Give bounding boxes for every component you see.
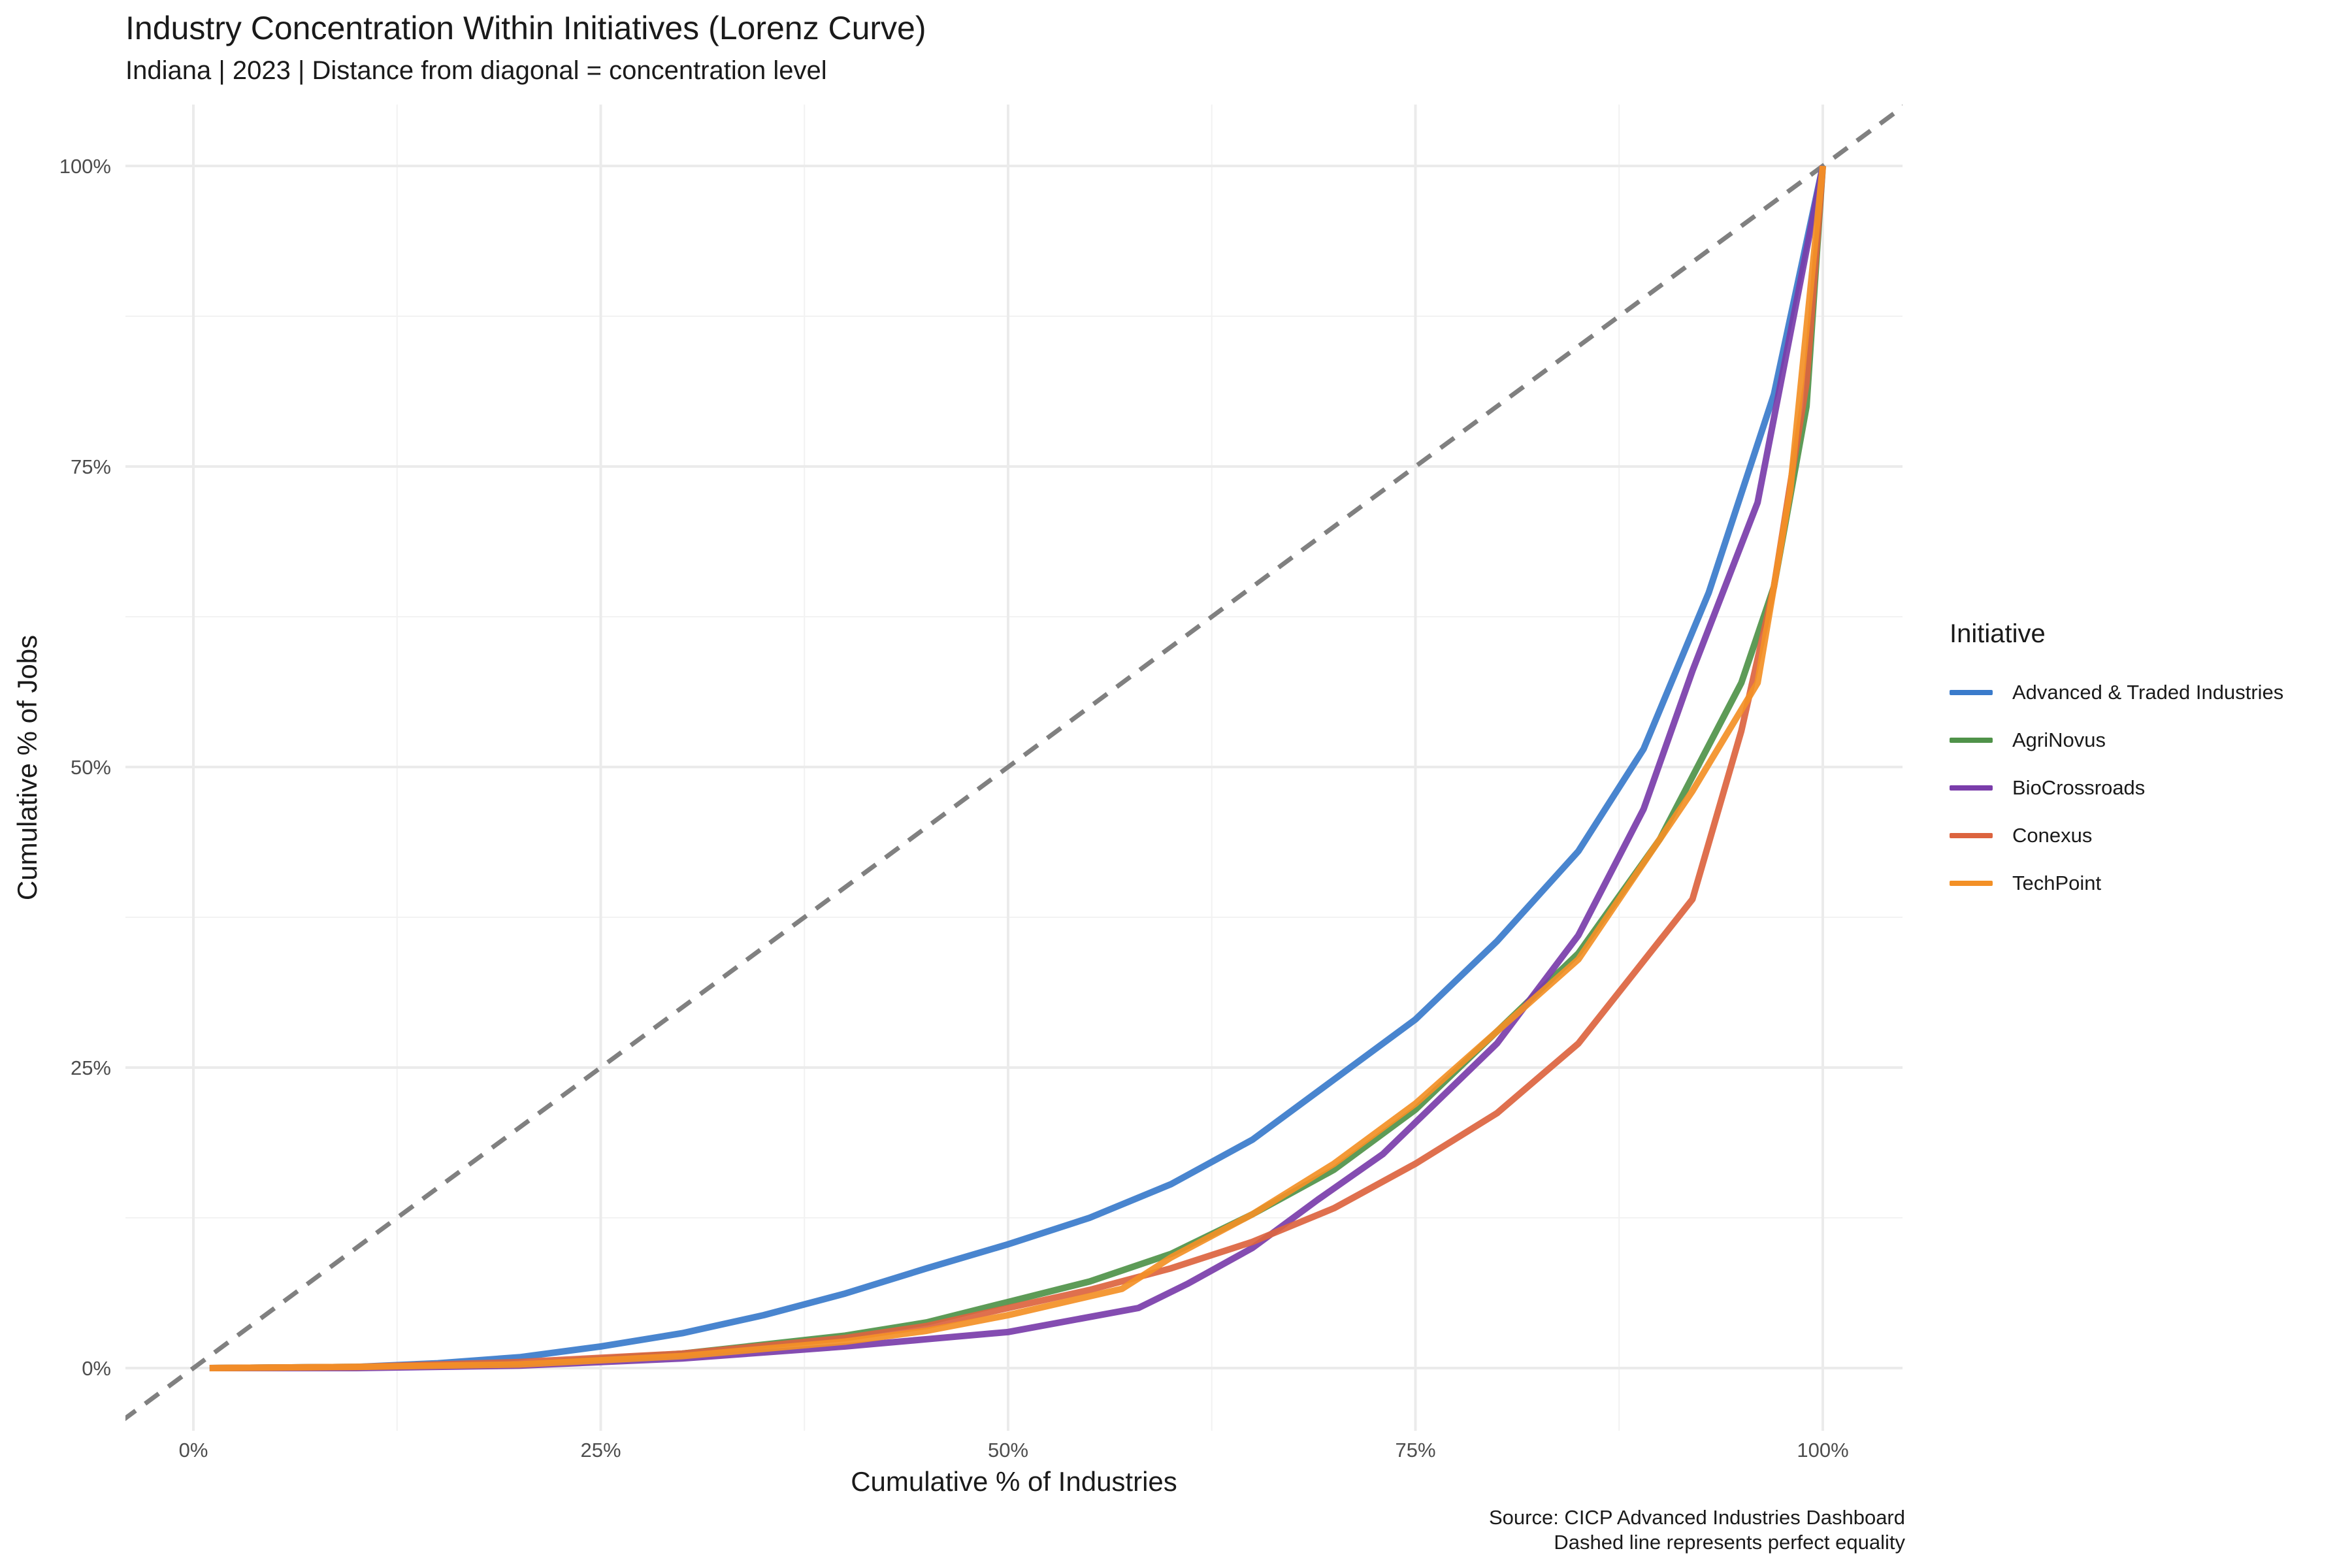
equality-line (125, 105, 1903, 1422)
chart-subtitle: Indiana | 2023 | Distance from diagonal … (125, 56, 827, 85)
legend-label: TechPoint (2012, 871, 2102, 894)
legend-item: Conexus (1950, 811, 2283, 859)
x-tick-label: 25% (580, 1439, 621, 1462)
legend-item: Advanced & Traded Industries (1950, 668, 2283, 716)
legend: Initiative Advanced & Traded Industries A… (1950, 619, 2283, 907)
legend-key (1950, 737, 1993, 743)
legend-key (1950, 880, 1993, 886)
caption: Source: CICP Advanced Industries Dashboa… (1489, 1505, 1905, 1555)
chart-title: Industry Concentration Within Initiative… (125, 10, 926, 46)
legend-title: Initiative (1950, 619, 2046, 648)
y-axis-title: Cumulative % of Jobs (12, 635, 42, 900)
legend-key (1950, 785, 1993, 791)
series-line-4 (209, 165, 1826, 1371)
legend-label: Advanced & Traded Industries (2012, 680, 2284, 704)
y-axis-ticks: 0% 25% 50% 75% 100% (59, 155, 111, 1380)
major-gridlines (125, 105, 1903, 1431)
legend-items: Advanced & Traded Industries AgriNovus Bio… (1950, 668, 2283, 907)
x-tick-label: 100% (1797, 1439, 1848, 1462)
legend-item: TechPoint (1950, 859, 2283, 907)
x-tick-label: 50% (988, 1439, 1028, 1462)
legend-item: AgriNovus (1950, 716, 2283, 764)
caption-note: Dashed line represents perfect equality (1554, 1531, 1905, 1554)
x-axis-ticks: 0% 25% 50% 75% 100% (179, 1439, 1849, 1462)
legend-key (1950, 689, 1993, 695)
series-line-0 (209, 165, 1826, 1371)
x-tick-label: 75% (1395, 1439, 1435, 1462)
y-tick-label: 50% (71, 756, 111, 779)
y-tick-label: 0% (82, 1357, 111, 1380)
equality-line-group (125, 105, 1903, 1422)
y-tick-label: 25% (71, 1056, 111, 1079)
legend-label: BioCrossroads (2012, 776, 2146, 799)
caption-source: Source: CICP Advanced Industries Dashboa… (1488, 1506, 1905, 1529)
x-tick-label: 0% (179, 1439, 208, 1462)
legend-key (1950, 832, 1993, 838)
legend-label: AgriNovus (2012, 728, 2106, 751)
y-tick-label: 75% (71, 455, 111, 478)
x-axis-title: Cumulative % of Industries (851, 1466, 1177, 1497)
series-lines (209, 165, 1826, 1371)
y-tick-label: 100% (59, 155, 111, 178)
legend-label: Conexus (2012, 823, 2093, 847)
legend-item: BioCrossroads (1950, 764, 2283, 811)
